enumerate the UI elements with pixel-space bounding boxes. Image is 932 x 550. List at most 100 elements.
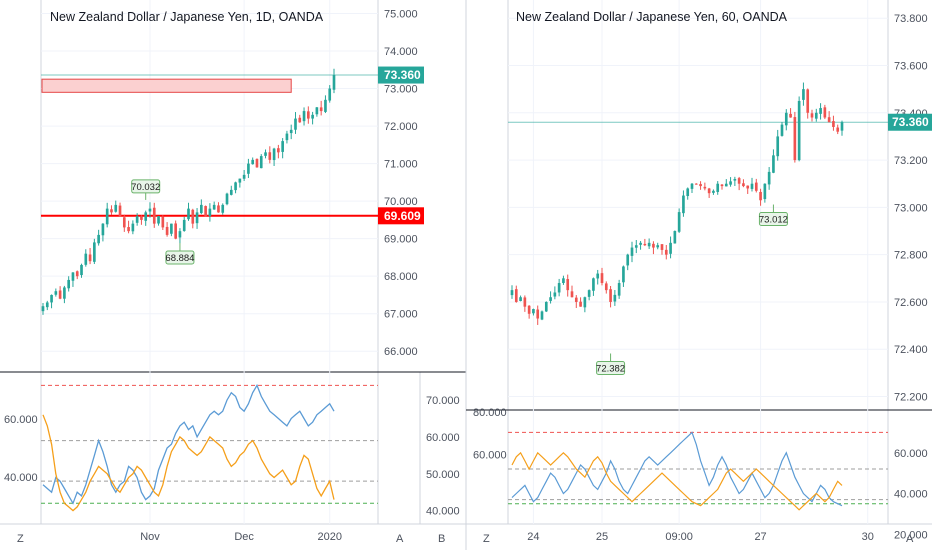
hourly-candle: [802, 82, 805, 106]
hourly-candle: [617, 279, 621, 299]
hourly-candle: [596, 269, 600, 285]
hourly-candle: [656, 242, 660, 250]
daily-candle: [187, 202, 190, 221]
daily-candle: [195, 208, 199, 229]
hourly-candle-body: [716, 183, 720, 192]
osc-scale-button-left[interactable]: B: [438, 533, 445, 545]
daily-candle: [272, 147, 276, 166]
hourly-candle: [570, 285, 574, 298]
daily-candle: [238, 178, 242, 188]
daily-price-tick: 67.000: [384, 309, 418, 321]
hourly-candle: [622, 265, 625, 287]
daily-candle: [229, 185, 233, 196]
hourly-candle-body: [596, 273, 600, 279]
daily-osc-left-tick: 60.000: [4, 414, 38, 426]
daily-candle: [88, 247, 92, 265]
hourly-candle: [634, 239, 638, 254]
hourly-candle-body: [617, 283, 621, 296]
hourly-candle: [832, 115, 835, 131]
hourly-candle: [566, 274, 570, 297]
hourly-candle-body: [733, 178, 737, 181]
daily-candle-body: [135, 216, 139, 223]
daily-resistance-zone[interactable]: [41, 78, 292, 93]
hourly-candle: [630, 241, 634, 263]
daily-price-tick: 70.000: [384, 196, 418, 208]
daily-candle: [144, 210, 148, 226]
hourly-chart[interactable]: 72.382 73.012 New Zealand Dollar / Japane…: [465, 0, 932, 550]
daily-chart[interactable]: 70.032 68.884 New Zealand Dollar / Japane…: [0, 0, 466, 543]
hourly-candle: [789, 108, 792, 118]
hourly-candle: [836, 124, 840, 135]
daily-time-tick: Dec: [234, 531, 254, 543]
zoom-button-left[interactable]: Z: [17, 533, 24, 545]
daily-candle: [311, 111, 314, 125]
daily-candle: [285, 130, 289, 144]
daily-candle: [328, 85, 332, 103]
daily-oscillator-orange-line: [42, 414, 335, 512]
hourly-candle-body: [669, 242, 672, 254]
daily-price-axis[interactable]: 75.000 74.000 73.000 72.000 71.000 70.000 69.0…: [384, 9, 418, 359]
hourly-candle: [643, 238, 647, 247]
hourly-title: New Zealand Dollar / Japanese Yen, 60, O…: [516, 10, 788, 24]
hourly-candle-body: [750, 183, 754, 189]
daily-candle-body: [302, 111, 306, 122]
hourly-candle: [510, 285, 514, 299]
hourly-price-tag: 73.360: [888, 113, 932, 131]
hourly-time-tick: 24: [527, 531, 539, 543]
daily-candle: [127, 220, 130, 234]
daily-candle: [97, 229, 100, 246]
daily-candle: [200, 199, 203, 215]
daily-candle: [204, 205, 207, 217]
daily-candle: [255, 158, 259, 168]
daily-candle-body: [80, 264, 83, 276]
hourly-candle: [682, 190, 685, 217]
daily-candle: [131, 220, 135, 235]
daily-candle: [67, 276, 71, 292]
hourly-price-axis[interactable]: 73.80073.60073.40073.20073.00072.80072.6…: [894, 13, 928, 403]
auto-scale-button-left[interactable]: A: [396, 533, 404, 545]
hourly-candle-body: [587, 290, 591, 297]
hourly-candle-body: [836, 127, 840, 132]
hourly-candle-body: [562, 278, 565, 284]
daily-time-axis[interactable]: Nov Dec 2020: [140, 531, 342, 543]
daily-candle-body: [204, 206, 207, 217]
daily-candles: [41, 68, 336, 315]
daily-candle-body: [285, 133, 289, 141]
hourly-candle: [544, 301, 548, 313]
hourly-candle: [793, 111, 797, 163]
daily-candle-body: [45, 302, 49, 308]
hourly-time-axis[interactable]: 24 25 09:00 27 30: [527, 531, 874, 543]
daily-candle: [212, 201, 216, 210]
hourly-candle: [613, 290, 617, 306]
hourly-candle-body: [814, 112, 818, 119]
hourly-candle-body: [694, 183, 698, 185]
hourly-candle-body: [677, 212, 681, 232]
hourly-candle-body: [759, 191, 762, 201]
hourly-candle-body: [604, 283, 608, 291]
hourly-candle-body: [793, 117, 797, 161]
hourly-candle-body: [613, 294, 617, 302]
hourly-candle: [767, 167, 771, 190]
daily-candle: [264, 149, 267, 159]
daily-candle: [93, 238, 96, 265]
daily-candle: [54, 288, 58, 297]
hourly-candle: [797, 96, 801, 162]
daily-candle-body: [93, 242, 96, 262]
hourly-candle: [772, 149, 775, 174]
hourly-candle-body: [707, 188, 711, 194]
hourly-price-tag-label: 73.360: [892, 115, 929, 129]
auto-scale-button-right[interactable]: A: [906, 533, 914, 545]
daily-candle: [58, 286, 62, 300]
hourly-candle: [540, 310, 544, 321]
daily-candle-body: [110, 209, 113, 213]
zoom-button-right[interactable]: Z: [483, 533, 490, 545]
hourly-candle: [574, 295, 578, 309]
daily-osc-tick: 40.000: [426, 506, 460, 518]
hourly-candle: [664, 244, 668, 260]
daily-candle: [182, 216, 186, 232]
daily-candle-body: [131, 223, 135, 232]
daily-price-tick: 69.000: [384, 234, 418, 246]
hourly-annotation: 72.382: [596, 353, 625, 376]
daily-candle-body: [221, 204, 225, 213]
hourly-candle-body: [557, 283, 561, 293]
